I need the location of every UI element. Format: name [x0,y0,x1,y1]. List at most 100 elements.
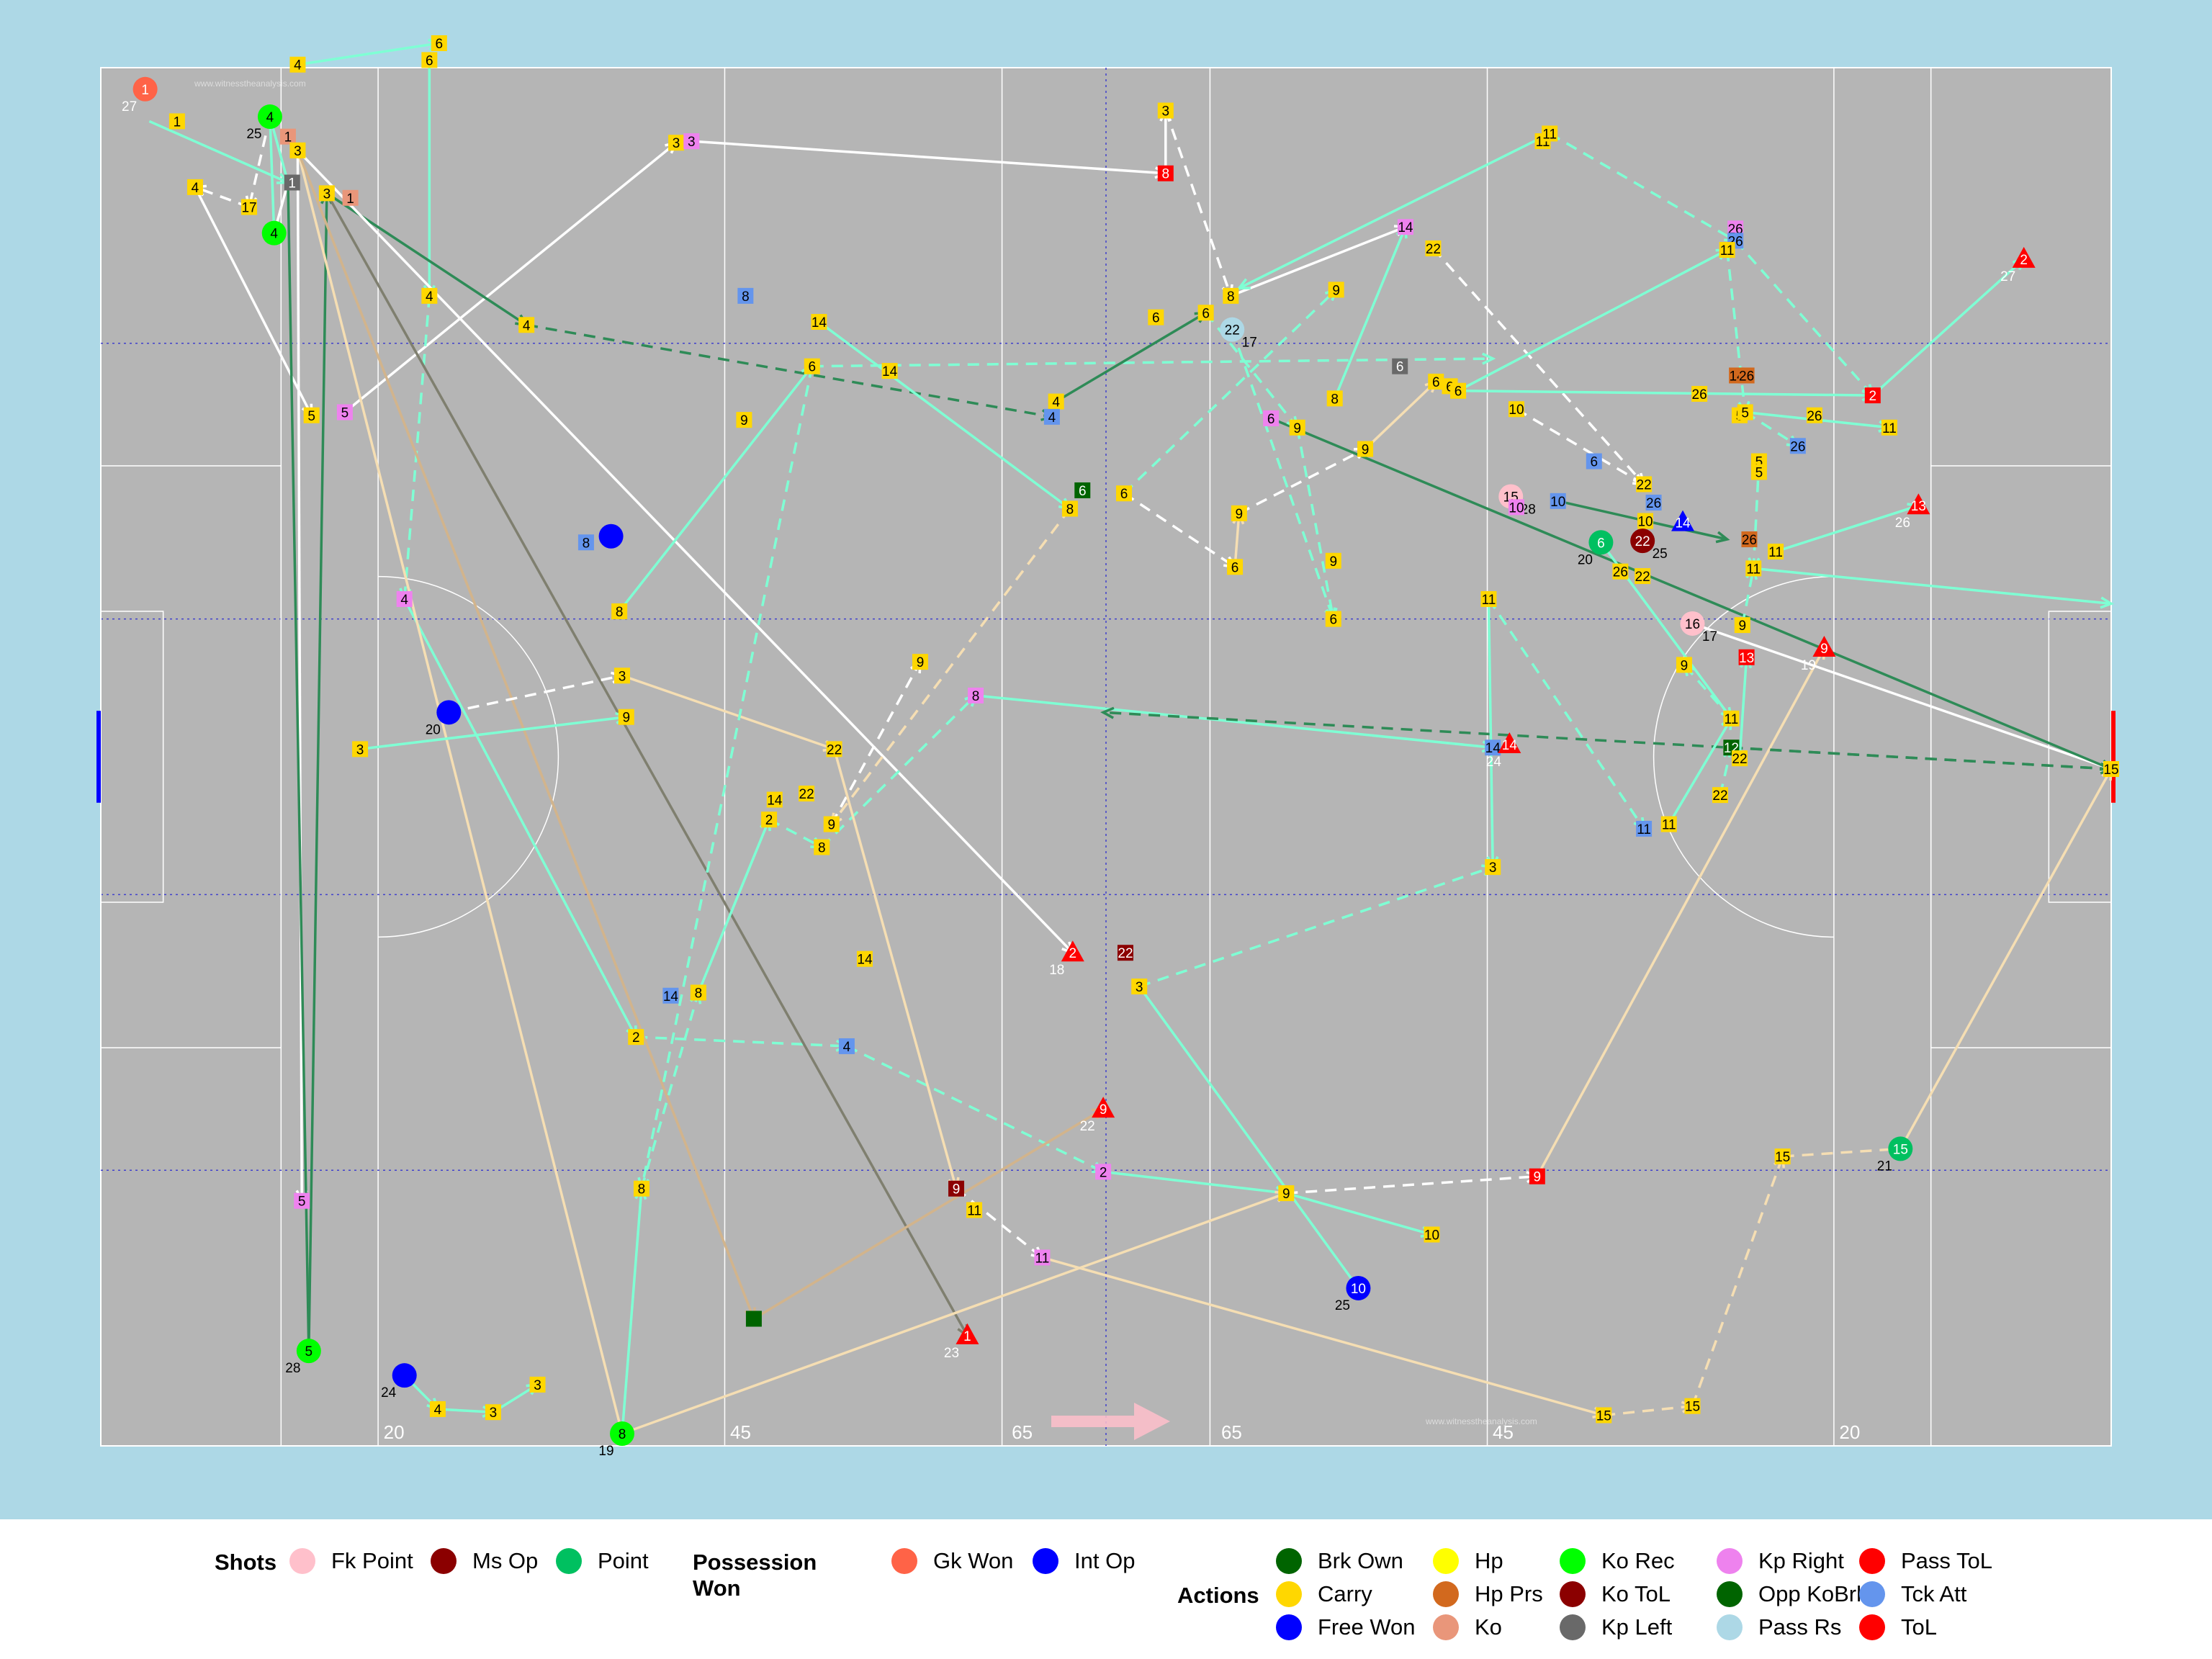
event-number: 2 [632,1030,640,1046]
event-number: 8 [1162,167,1170,182]
event-marker: 6 [804,358,820,375]
event-number: 4 [294,58,302,73]
event-marker: 6 [1586,453,1602,470]
event-number: 8 [1066,502,1074,517]
event-number: 4 [843,1040,851,1055]
event-number: 3 [688,135,696,150]
event-marker: 3 [1485,859,1501,876]
event-square [284,174,300,191]
legend-label: ToL [1901,1614,1937,1640]
event-marker: 22 [1117,945,1133,961]
event-marker: 9 [912,654,928,670]
event-number: 11 [1035,1251,1050,1266]
legend-shot-item: Ms Op [431,1548,538,1574]
event-square [761,811,778,828]
event-square [1357,441,1374,457]
event-marker: 3 [529,1376,546,1393]
event-marker: 5 28 [285,1339,321,1376]
event-marker: 5 [294,1192,310,1210]
event-number: 15 [1596,1408,1611,1424]
event-square [1635,568,1651,585]
event-number: 26 [1739,369,1754,384]
legend-possession-item: Int Op [1033,1548,1135,1574]
event-marker: 4 [421,287,438,305]
event-number: 4 [192,181,199,196]
event-square [431,35,447,51]
legend-action-item: Pass Rs [1717,1614,1841,1640]
event-marker: 15 [1596,1407,1612,1424]
legend-label: Kp Left [1601,1614,1673,1640]
event-number: 8 [972,689,980,704]
event-number: 1 [141,83,149,98]
pass-line [618,365,814,613]
event-marker: 5 [303,407,320,424]
event-number: 6 [1231,560,1239,575]
event-marker: 2 [1095,1164,1112,1180]
event-marker: 2 [761,811,778,828]
pass-line [975,694,1493,749]
event-square [799,786,815,802]
event-square [1529,1168,1545,1184]
event-number: 26 [1742,533,1757,548]
legend-label: Hp [1475,1548,1503,1573]
pass-arrowhead [1715,531,1730,544]
event-marker: 26 [1612,563,1629,580]
legend-label: Gk Won [933,1548,1014,1573]
event-square [628,1029,644,1046]
event-number: 3 [490,1406,498,1421]
legend-possession-title: Possession Won [693,1550,817,1601]
event-circle [261,220,287,246]
event-square [1263,410,1280,427]
legend-swatch [1717,1614,1743,1640]
legend-label: Kp Right [1758,1548,1844,1573]
pass-line [1549,132,1737,242]
pass-line [768,818,823,849]
legend-shots-title: Shots [215,1550,277,1575]
event-square [1660,816,1677,832]
event-marker: 11 [1636,820,1653,837]
event-square [1278,1185,1295,1202]
event-square [1734,617,1750,634]
event-number: 8 [695,986,703,1002]
event-marker: 4 [261,220,287,246]
event-player-tag: 25 [1653,547,1668,562]
event-square [856,950,873,967]
pass-line [1731,746,2112,770]
event-number: 6 [436,37,444,52]
event-square [1048,393,1064,410]
event-number: 4 [523,318,531,333]
event-marker: 8 [633,1180,649,1197]
event-square [1148,309,1164,325]
event-number: 22 [1225,323,1240,338]
pass-line [1334,226,1407,400]
event-square [618,709,634,725]
event-number: 3 [619,669,626,684]
event-square [1231,505,1247,521]
pass-line [1457,248,1728,392]
event-number: 14 [1485,741,1501,756]
legend-action-item: Hp [1433,1548,1503,1574]
event-square [1684,1398,1701,1414]
event-number: 22 [1635,570,1650,585]
event-number: 5 [341,406,349,421]
event-marker: 1 23 [944,1323,979,1361]
event-marker: 4 [518,317,535,333]
event-number: 9 [1820,642,1828,657]
event-marker: 8 [1157,165,1174,182]
event-number: 14 [882,364,898,379]
legend-label: Ko [1475,1614,1502,1640]
pass-line [1055,311,1207,403]
event-circle [436,700,462,725]
event-number: 1 [346,192,354,207]
legend-swatch [1859,1548,1885,1574]
event-square [1392,358,1408,374]
event-number: 3 [673,136,680,151]
event-marker: 3 [668,135,685,151]
event-marker: 5 [1737,404,1753,421]
pass-line [1041,1256,1604,1417]
event-number: 11 [1637,822,1651,837]
yard-label: 20 [384,1421,405,1443]
legend-swatch [1717,1548,1743,1574]
